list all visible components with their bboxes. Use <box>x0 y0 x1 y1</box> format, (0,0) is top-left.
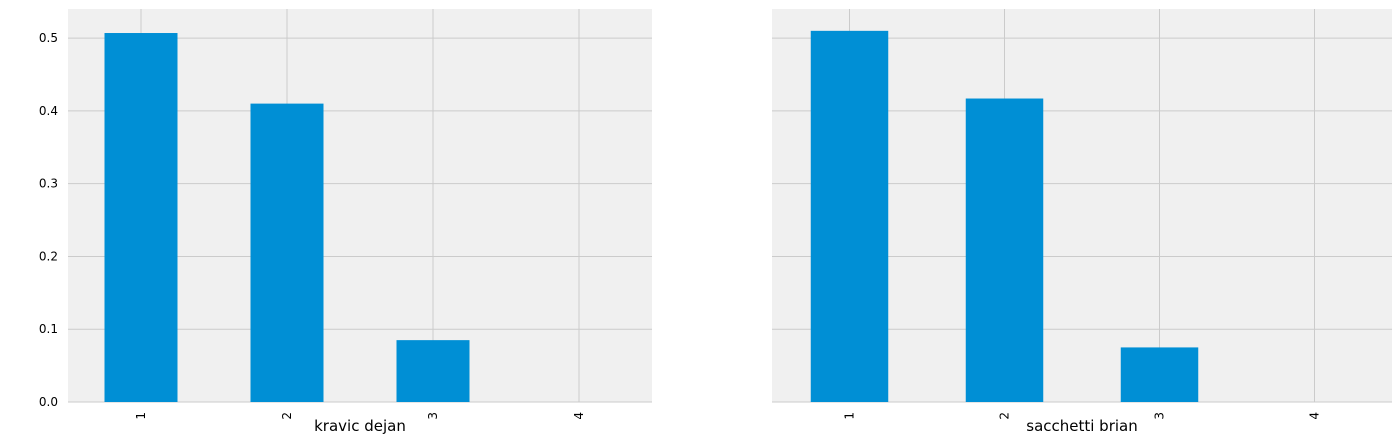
chart-panel-kravic-dejan: 0.0 0.1 0.2 0.3 0.4 0.5 1 2 3 4 kravic dejan <box>39 9 652 435</box>
x-tick-label: 2 <box>998 412 1012 420</box>
bar-2 <box>965 98 1044 403</box>
y-tick-label: 0.3 <box>39 177 58 191</box>
bar-3 <box>396 340 470 402</box>
x-tick-label: 2 <box>280 412 294 420</box>
bar-2 <box>250 103 324 402</box>
chart-panel-sacchetti-brian: 1 2 3 4 sacchetti brian <box>772 9 1392 435</box>
bar-1 <box>810 30 889 402</box>
x-tick-label: 4 <box>1308 412 1322 420</box>
x-tick-label: 1 <box>843 412 857 420</box>
x-tick-label: 4 <box>572 412 586 420</box>
y-tick-label: 0.5 <box>39 31 58 45</box>
x-axis-label: sacchetti brian <box>1026 417 1138 435</box>
x-axis-label: kravic dejan <box>314 417 406 435</box>
x-tick-label: 1 <box>134 412 148 420</box>
y-tick-label: 0.0 <box>39 395 58 409</box>
x-tick-label: 3 <box>1153 412 1167 420</box>
bar-1 <box>104 33 178 403</box>
x-tick-label: 3 <box>426 412 440 420</box>
bar-3 <box>1120 347 1199 402</box>
y-tick-label: 0.1 <box>39 322 58 336</box>
y-tick-label: 0.4 <box>39 104 58 118</box>
y-tick-label: 0.2 <box>39 249 58 263</box>
